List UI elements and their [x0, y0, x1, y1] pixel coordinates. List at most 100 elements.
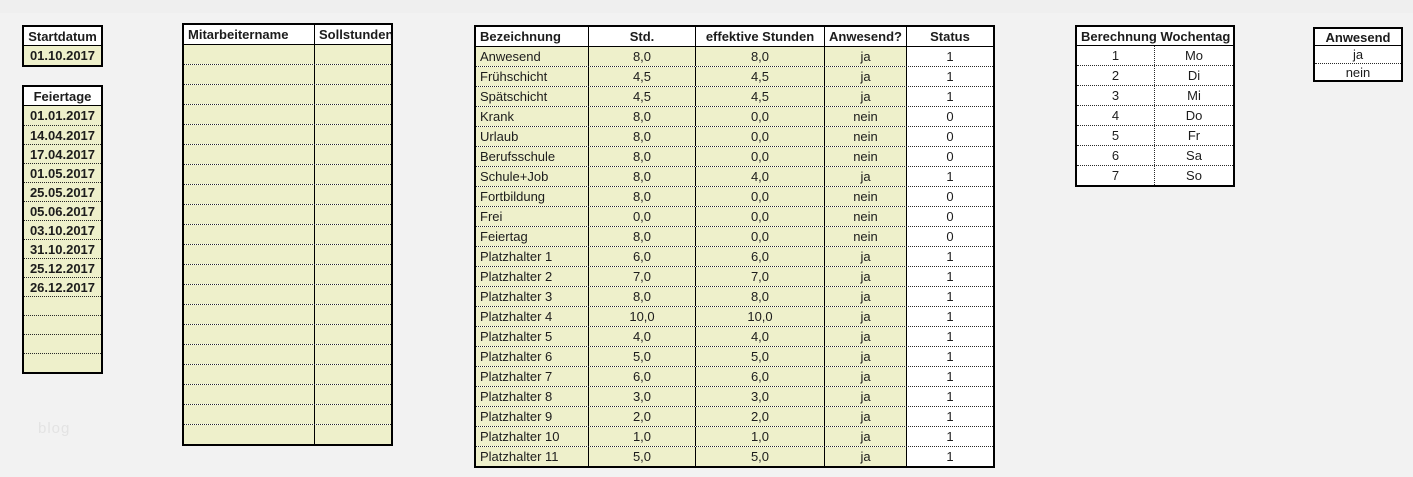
- feiertag-date-cell[interactable]: 25.05.2017: [24, 182, 101, 201]
- feiertag-empty-cell[interactable]: [24, 334, 101, 353]
- std-cell[interactable]: 6,0: [588, 367, 695, 386]
- effektive-stunden-cell[interactable]: 0,0: [695, 187, 824, 206]
- bezeichnung-header[interactable]: Bezeichnung: [480, 29, 561, 44]
- std-cell[interactable]: 8,0: [588, 167, 695, 186]
- anwesend-cell[interactable]: ja: [824, 67, 906, 86]
- std-cell[interactable]: 8,0: [588, 147, 695, 166]
- sollstunden-cell[interactable]: [314, 105, 391, 124]
- wochentag-nr-cell[interactable]: 7: [1077, 166, 1154, 185]
- effektive-stunden-cell[interactable]: 0,0: [695, 107, 824, 126]
- bezeichnung-cell[interactable]: Frühschicht: [476, 67, 588, 86]
- feiertag-date-cell[interactable]: 03.10.2017: [24, 220, 101, 239]
- anwesend-cell[interactable]: ja: [824, 47, 906, 66]
- effektive-stunden-cell[interactable]: 3,0: [695, 387, 824, 406]
- anwesend-lookup-cell[interactable]: nein: [1315, 63, 1401, 80]
- sollstunden-cell[interactable]: [314, 125, 391, 144]
- status-cell[interactable]: 1: [906, 247, 993, 266]
- status-cell[interactable]: 1: [906, 167, 993, 186]
- sollstunden-cell[interactable]: [314, 65, 391, 84]
- bezeichnung-cell[interactable]: Fortbildung: [476, 187, 588, 206]
- anwesend-cell[interactable]: ja: [824, 167, 906, 186]
- wochentag-nr-cell[interactable]: 3: [1077, 86, 1154, 105]
- sollstunden-header[interactable]: Sollstunden: [314, 25, 391, 44]
- anwesend-cell[interactable]: ja: [824, 87, 906, 106]
- bezeichnung-cell[interactable]: Platzhalter 3: [476, 287, 588, 306]
- mitarbeitername-cell[interactable]: [184, 185, 314, 204]
- std-cell[interactable]: 8,0: [588, 107, 695, 126]
- mitarbeitername-cell[interactable]: [184, 345, 314, 364]
- mitarbeitername-cell[interactable]: [184, 145, 314, 164]
- sollstunden-cell[interactable]: [314, 345, 391, 364]
- anwesend-cell[interactable]: ja: [824, 367, 906, 386]
- status-cell[interactable]: 0: [906, 187, 993, 206]
- mitarbeitername-cell[interactable]: [184, 105, 314, 124]
- anwesend-cell[interactable]: nein: [824, 187, 906, 206]
- status-cell[interactable]: 1: [906, 47, 993, 66]
- wochentag-tag-cell[interactable]: Mo: [1154, 46, 1233, 65]
- mitarbeitername-header[interactable]: Mitarbeitername: [188, 27, 289, 42]
- anwesend-cell[interactable]: nein: [824, 127, 906, 146]
- bezeichnung-cell[interactable]: Platzhalter 7: [476, 367, 588, 386]
- status-cell[interactable]: 0: [906, 227, 993, 246]
- effektive-stunden-cell[interactable]: 5,0: [695, 347, 824, 366]
- anwesend-cell[interactable]: ja: [824, 247, 906, 266]
- effektive-stunden-cell[interactable]: 4,5: [695, 67, 824, 86]
- std-cell[interactable]: 8,0: [588, 287, 695, 306]
- sollstunden-cell[interactable]: [314, 425, 391, 444]
- sollstunden-cell[interactable]: [314, 365, 391, 384]
- feiertag-date-cell[interactable]: 26.12.2017: [24, 277, 101, 296]
- effektive-stunden-cell[interactable]: 0,0: [695, 127, 824, 146]
- wochentag-tag-cell[interactable]: Do: [1154, 106, 1233, 125]
- std-cell[interactable]: 3,0: [588, 387, 695, 406]
- mitarbeitername-cell[interactable]: [184, 205, 314, 224]
- effektive-stunden-cell[interactable]: 0,0: [695, 207, 824, 226]
- status-cell[interactable]: 1: [906, 327, 993, 346]
- std-header[interactable]: Std.: [588, 27, 695, 46]
- bezeichnung-cell[interactable]: Platzhalter 1: [476, 247, 588, 266]
- wochentag-nr-cell[interactable]: 6: [1077, 146, 1154, 165]
- sollstunden-cell[interactable]: [314, 165, 391, 184]
- sollstunden-cell[interactable]: [314, 45, 391, 64]
- sollstunden-cell[interactable]: [314, 305, 391, 324]
- status-cell[interactable]: 0: [906, 127, 993, 146]
- std-cell[interactable]: 4,5: [588, 67, 695, 86]
- sollstunden-cell[interactable]: [314, 205, 391, 224]
- status-cell[interactable]: 1: [906, 67, 993, 86]
- feiertage-header[interactable]: Feiertage: [24, 87, 101, 106]
- sollstunden-cell[interactable]: [314, 265, 391, 284]
- bezeichnung-cell[interactable]: Krank: [476, 107, 588, 126]
- startdatum-header[interactable]: Startdatum: [24, 27, 101, 46]
- wochentag-tag-cell[interactable]: Sa: [1154, 146, 1233, 165]
- bezeichnung-cell[interactable]: Platzhalter 11: [476, 447, 588, 466]
- std-cell[interactable]: 1,0: [588, 427, 695, 446]
- std-cell[interactable]: 8,0: [588, 47, 695, 66]
- wochentag-nr-cell[interactable]: 5: [1077, 126, 1154, 145]
- anwesend-cell[interactable]: ja: [824, 387, 906, 406]
- feiertag-date-cell[interactable]: 17.04.2017: [24, 144, 101, 163]
- sollstunden-cell[interactable]: [314, 245, 391, 264]
- mitarbeitername-cell[interactable]: [184, 165, 314, 184]
- effektive-stunden-cell[interactable]: 0,0: [695, 227, 824, 246]
- bezeichnung-cell[interactable]: Platzhalter 8: [476, 387, 588, 406]
- effektive-stunden-cell[interactable]: 10,0: [695, 307, 824, 326]
- status-cell[interactable]: 1: [906, 387, 993, 406]
- status-cell[interactable]: 1: [906, 267, 993, 286]
- bezeichnung-cell[interactable]: Platzhalter 10: [476, 427, 588, 446]
- status-cell[interactable]: 1: [906, 447, 993, 466]
- effektive-stunden-cell[interactable]: 6,0: [695, 247, 824, 266]
- mitarbeitername-cell[interactable]: [184, 45, 314, 64]
- feiertag-date-cell[interactable]: 31.10.2017: [24, 239, 101, 258]
- feiertag-date-cell[interactable]: 01.05.2017: [24, 163, 101, 182]
- bezeichnung-cell[interactable]: Spätschicht: [476, 87, 588, 106]
- bezeichnung-cell[interactable]: Platzhalter 4: [476, 307, 588, 326]
- status-cell[interactable]: 0: [906, 207, 993, 226]
- status-cell[interactable]: 1: [906, 87, 993, 106]
- anwesend-cell[interactable]: ja: [824, 427, 906, 446]
- anwesend-lookup-cell[interactable]: ja: [1315, 46, 1401, 63]
- anwesend-cell[interactable]: ja: [824, 287, 906, 306]
- sollstunden-cell[interactable]: [314, 405, 391, 424]
- status-cell[interactable]: 1: [906, 367, 993, 386]
- bezeichnung-cell[interactable]: Frei: [476, 207, 588, 226]
- mitarbeitername-cell[interactable]: [184, 365, 314, 384]
- feiertag-date-cell[interactable]: 14.04.2017: [24, 125, 101, 144]
